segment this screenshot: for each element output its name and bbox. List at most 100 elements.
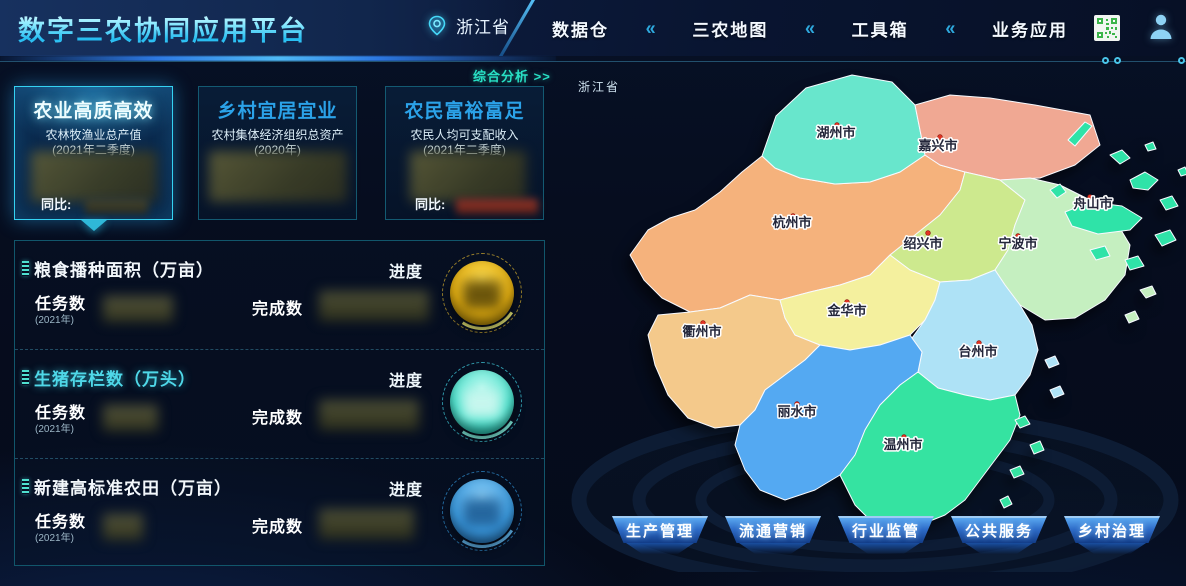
footer-button-label: 行业监管: [838, 516, 934, 543]
masked-task-value: [103, 514, 143, 540]
map-city-dot-ningbo: [1015, 233, 1021, 239]
map-region-zhoushan[interactable]: [1159, 195, 1179, 211]
comprehensive-analysis-link[interactable]: 综合分析 >>: [473, 69, 551, 84]
map-region-ningbo[interactable]: [1124, 310, 1140, 324]
map-region-taizhou[interactable]: [1044, 355, 1060, 369]
map-region-zhoushan[interactable]: [1109, 149, 1131, 165]
user-icon[interactable]: [1146, 11, 1176, 43]
masked-done-value: [319, 400, 419, 430]
map-region-wenzhou[interactable]: [999, 495, 1013, 509]
map-region-zhoushan[interactable]: [1154, 229, 1177, 247]
progress-label: 进度: [389, 482, 424, 499]
yoy-label: 同比:: [415, 197, 446, 212]
task-year: (2021年): [35, 424, 74, 435]
map-region-zhoushan[interactable]: [1177, 166, 1186, 177]
map-city-dot-zhoushan: [1087, 194, 1093, 200]
indicator-title: 生猪存栏数（万头）: [34, 370, 196, 389]
map-region-wenzhou[interactable]: [839, 371, 1021, 529]
progress-label: 进度: [389, 264, 424, 281]
button-pedestal: [626, 543, 694, 554]
chevrons-left-icon: «: [645, 16, 656, 39]
map-city-label-lishui[interactable]: 丽水市: [776, 403, 818, 421]
footer-button-label: 公共服务: [951, 516, 1047, 543]
masked-gauge-value: [463, 281, 501, 309]
footer-button-supervision[interactable]: 行业监管: [838, 516, 934, 556]
map-city-label-quzhou[interactable]: 衢州市: [681, 323, 723, 341]
summary-card-village[interactable]: 乡村宜居宜业 农村集体经济组织总资产 (2020年): [198, 86, 357, 220]
line-dot-decoration: [1102, 57, 1109, 64]
masked-task-value: [103, 296, 173, 322]
map-region-zhoushan[interactable]: [1129, 171, 1159, 191]
masked-done-value: [319, 291, 429, 321]
map-city-label-jiaxing[interactable]: 嘉兴市: [916, 137, 959, 155]
footer-button-production[interactable]: 生产管理: [612, 516, 708, 556]
gauge-dashed-ring: [442, 253, 522, 333]
done-label: 完成数: [252, 519, 304, 536]
bar-chart-icon: [22, 261, 29, 276]
map-province-label: 浙江省: [578, 80, 621, 94]
task-year: (2021年): [35, 533, 74, 544]
progress-gauge: [438, 358, 526, 446]
nav-item-data-warehouse[interactable]: 数据仓: [552, 20, 609, 40]
masked-gauge-value: [463, 390, 501, 418]
done-label: 完成数: [252, 410, 304, 427]
map-city-label-jinhua[interactable]: 金华市: [825, 302, 868, 320]
map-region-zhoushan[interactable]: [1067, 121, 1093, 147]
nav-item-toolbox[interactable]: 工具箱: [851, 20, 909, 40]
map-region-zhoushan[interactable]: [1144, 141, 1157, 152]
map-region-zhoushan[interactable]: [1124, 255, 1145, 271]
province-badge[interactable]: 浙江省: [426, 13, 510, 38]
map-region-zhoushan[interactable]: [1049, 183, 1067, 199]
button-pedestal: [965, 543, 1033, 554]
map-city-dot-quzhou: [700, 320, 706, 326]
yoy-label: 同比:: [41, 197, 72, 212]
nav-item-rural-map[interactable]: 三农地图: [692, 20, 769, 40]
qr-code-icon[interactable]: [1094, 15, 1120, 41]
map-region-zhoushan[interactable]: [1089, 245, 1111, 261]
map-region-taizhou[interactable]: [1049, 385, 1065, 399]
map-city-label-wenzhou[interactable]: 温州市: [882, 436, 924, 454]
map-city-dot-lishui: [794, 401, 800, 407]
map-region-ningbo[interactable]: [1139, 285, 1157, 299]
map-region-wenzhou[interactable]: [1009, 465, 1025, 479]
map-city-dot-shaoxing: [925, 230, 931, 236]
map-region-jiaxing[interactable]: [914, 94, 1101, 181]
map-city-label-huzhou[interactable]: 湖州市: [815, 124, 857, 142]
summary-card-farmer-income[interactable]: 农民富裕富足 农民人均可支配收入 (2021年二季度) 同比:: [385, 86, 544, 220]
card-title: 农业高质高效: [33, 101, 154, 122]
left-column: 农业高质高效 农林牧渔业总产值 (2021年二季度) 同比: 乡村宜居宜业 农村集…: [14, 66, 547, 578]
progress-label: 进度: [389, 373, 424, 390]
line-dot-decoration: [1114, 57, 1121, 64]
header-glow-strip: [0, 56, 556, 61]
map-city-label-zhoushan[interactable]: 舟山市: [1072, 195, 1114, 213]
map-region-zhoushan[interactable]: [1064, 201, 1143, 235]
map-region-wenzhou[interactable]: [1029, 440, 1045, 455]
map-city-label-taizhou[interactable]: 台州市: [957, 343, 999, 361]
map-city-dot-jiaxing: [937, 134, 943, 140]
indicator-row-grain-area: 粮食播种面积（万亩） 任务数 (2021年) 完成数 进度: [15, 241, 544, 349]
footer-button-label: 乡村治理: [1064, 516, 1160, 543]
task-label: 任务数: [35, 514, 87, 531]
summary-card-agriculture[interactable]: 农业高质高效 农林牧渔业总产值 (2021年二季度) 同比:: [14, 86, 173, 220]
map-city-label-shaoxing[interactable]: 绍兴市: [902, 235, 944, 253]
progress-gauge: [438, 249, 526, 337]
masked-done-value: [319, 509, 414, 539]
bar-chart-icon: [22, 479, 29, 494]
button-pedestal: [1078, 543, 1146, 554]
footer-button-public-service[interactable]: 公共服务: [951, 516, 1047, 556]
map-city-dot-wenzhou: [901, 434, 907, 440]
masked-gauge-value: [463, 499, 501, 527]
location-pin-icon: [426, 14, 448, 38]
province-badge-label: 浙江省: [456, 18, 510, 37]
footer-button-marketing[interactable]: 流通营销: [725, 516, 821, 556]
nav-item-business-apps[interactable]: 业务应用: [991, 20, 1068, 40]
done-label: 完成数: [252, 301, 304, 318]
header-underline: [0, 61, 1186, 62]
map-region-wenzhou[interactable]: [1014, 415, 1031, 429]
footer-button-rural-governance[interactable]: 乡村治理: [1064, 516, 1160, 556]
map-city-label-hangzhou[interactable]: 杭州市: [771, 214, 813, 232]
task-label: 任务数: [35, 296, 87, 313]
map-city-label-ningbo[interactable]: 宁波市: [997, 235, 1039, 253]
